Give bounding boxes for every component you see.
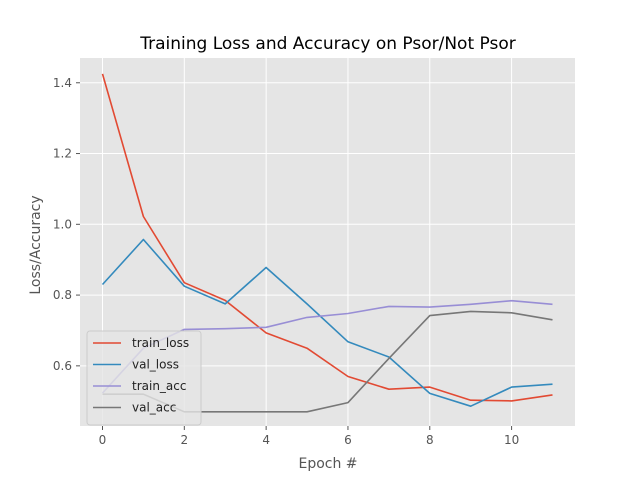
y-tick-label: 1.0 (53, 217, 72, 231)
legend: train_loss val_loss train_acc val_acc (86, 330, 202, 426)
x-tick-label: 10 (504, 433, 519, 447)
y-tick-label: 0.6 (53, 359, 72, 373)
y-tick-label: 1.4 (53, 76, 72, 90)
legend-label: val_loss (132, 358, 179, 372)
grid-layer (80, 58, 575, 426)
series-line-train-loss (101, 73, 553, 402)
x-tick-label: 8 (426, 433, 434, 447)
ticks-layer: 0 2 4 6 8 10 0.6 0.8 1.0 1.2 1.4 (53, 76, 519, 447)
legend-label: train_acc (132, 379, 186, 393)
legend-label: val_acc (132, 401, 176, 415)
y-axis-label: Loss/Accuracy (28, 195, 44, 294)
legend-label: train_loss (132, 336, 189, 350)
y-tick-label: 1.2 (53, 147, 72, 161)
x-tick-label: 0 (99, 433, 107, 447)
x-tick-label: 6 (344, 433, 352, 447)
legend-box (86, 330, 202, 426)
chart-title: Training Loss and Accuracy on Psor/Not P… (139, 34, 515, 54)
x-tick-label: 4 (262, 433, 270, 447)
y-tick-label: 0.8 (53, 288, 72, 302)
series-line-val-loss (101, 238, 553, 408)
x-axis-label: Epoch # (298, 456, 357, 472)
x-tick-label: 2 (180, 433, 188, 447)
